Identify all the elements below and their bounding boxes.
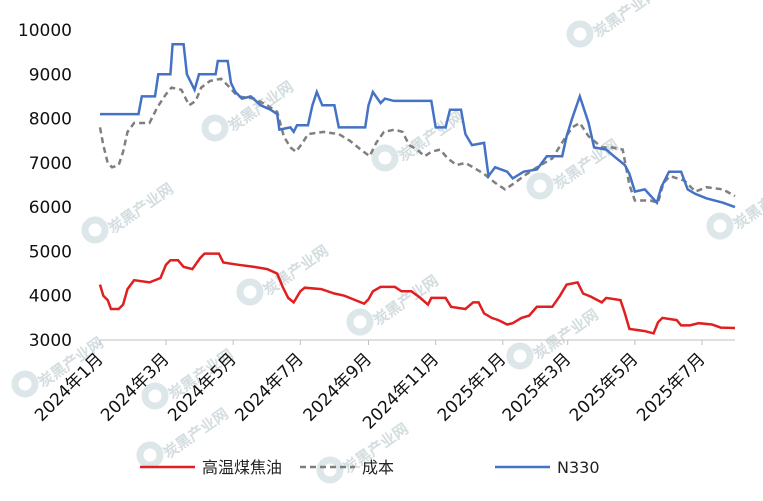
- y-tick-label: 6000: [29, 198, 72, 218]
- watermark-logo: [566, 20, 594, 48]
- watermark-logo: [136, 441, 164, 469]
- watermark-logo: [371, 144, 399, 172]
- x-tick-label: 2024年7月: [231, 349, 307, 425]
- watermark-logo: [526, 172, 554, 200]
- y-tick-label: 4000: [29, 287, 72, 307]
- x-axis: 2024年1月2024年3月2024年5月2024年7月2024年9月2024年…: [31, 340, 710, 433]
- series-line-1: [98, 252, 736, 335]
- legend: 高温煤焦油 成本 N330: [140, 458, 600, 477]
- y-tick-label: 7000: [29, 154, 72, 174]
- series-line-3: [100, 42, 736, 209]
- y-tick-label: 9000: [29, 65, 72, 85]
- watermark-text: 炭黑产业网: [590, 0, 662, 41]
- watermark-logo: [506, 342, 534, 370]
- y-axis: 3000 4000 5000 6000 7000 8000 9000 10000: [18, 21, 72, 351]
- watermark-logo: [236, 278, 264, 306]
- watermark-logo: [346, 308, 374, 336]
- watermark-text: 炭黑产业网: [730, 176, 763, 234]
- watermark-text: 炭黑产业网: [105, 180, 177, 238]
- x-tick-label: 2025年5月: [566, 349, 642, 425]
- series-layer: [98, 42, 736, 335]
- y-tick-label: 8000: [29, 110, 72, 130]
- watermark-text: 炭黑产业网: [550, 136, 622, 194]
- watermark-logo: [81, 216, 109, 244]
- x-tick-label: 2025年1月: [434, 349, 510, 425]
- legend-label: 成本: [362, 458, 394, 477]
- legend-label: 高温煤焦油: [202, 458, 282, 477]
- watermark-logo: [316, 456, 344, 484]
- watermark-logo: [201, 114, 229, 142]
- y-tick-label: 5000: [29, 242, 72, 262]
- x-tick-label: 2025年7月: [633, 349, 709, 425]
- watermark-logo: [11, 370, 39, 398]
- watermark-logo: [141, 382, 169, 410]
- y-tick-label: 3000: [29, 331, 72, 351]
- watermark-logo: [706, 212, 734, 240]
- legend-label: N330: [557, 458, 600, 477]
- series-line-2: [98, 77, 736, 205]
- y-tick-label: 10000: [18, 21, 72, 41]
